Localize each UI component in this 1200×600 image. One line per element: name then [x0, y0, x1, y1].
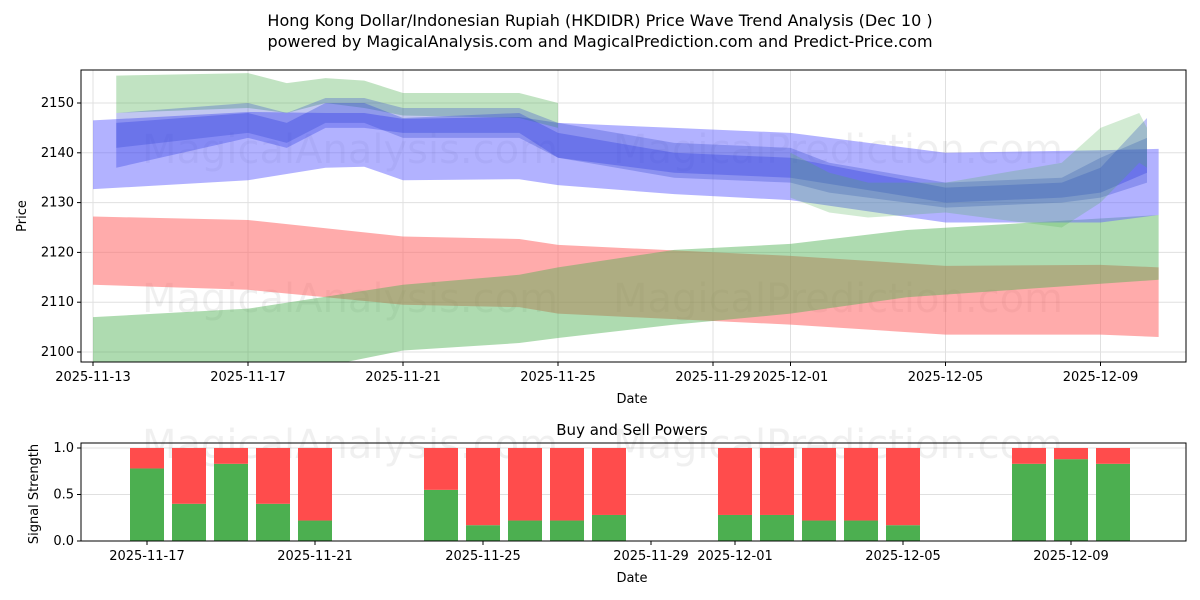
green-band	[93, 215, 1159, 362]
price-chart: 2100 2110 2120 2130 2140 2150 2025-11-13 2025-1…	[41, 69, 1187, 385]
buy-bar	[508, 520, 542, 541]
x-tick-label: 2025-12-01	[697, 549, 773, 564]
sell-bar	[1096, 448, 1130, 464]
buy-bar	[466, 525, 500, 541]
blue-wide-band	[93, 111, 1159, 223]
sell-bar	[1054, 448, 1088, 460]
buy-bar	[1096, 463, 1130, 541]
y-tick-label: 1.0	[53, 441, 74, 456]
watermark: MagicalPrediction.com	[613, 422, 1063, 468]
sell-bar	[466, 448, 500, 526]
top-x-axis-label: Date	[616, 392, 647, 407]
chart-title: Hong Kong Dollar/Indonesian Rupiah (HKDI…	[267, 11, 932, 30]
y-tick-label: 0.5	[53, 488, 74, 503]
buy-bar	[214, 463, 248, 541]
buy-bar	[760, 514, 794, 541]
bottom-chart-title: Buy and Sell Powers	[556, 421, 708, 439]
sell-bar	[256, 448, 290, 504]
sell-bar	[508, 448, 542, 521]
y-tick-label: 2130	[41, 196, 74, 211]
bottom-x-axis-label: Date	[616, 571, 647, 586]
red-band	[93, 216, 1159, 338]
x-tick-label: 2025-11-29	[613, 549, 689, 564]
sell-bar	[424, 448, 458, 490]
buy-bar	[1054, 459, 1088, 541]
sell-bar	[760, 448, 794, 515]
sell-bar	[550, 448, 584, 521]
sell-bar	[592, 448, 626, 515]
buy-bar	[1012, 463, 1046, 541]
x-tick-label: 2025-11-13	[55, 370, 131, 385]
sell-bar	[802, 448, 836, 521]
sell-bar	[886, 448, 920, 526]
buy-bar	[844, 520, 878, 541]
sell-bar	[298, 448, 332, 521]
top-plot-frame	[80, 69, 1187, 363]
x-tick-label: 2025-11-17	[210, 370, 286, 385]
x-tick-label: 2025-11-25	[520, 370, 596, 385]
x-tick-label: 2025-12-09	[1063, 370, 1139, 385]
x-tick-label: 2025-11-25	[445, 549, 521, 564]
buy-bar	[424, 489, 458, 541]
buy-bar	[550, 520, 584, 541]
blue-mid-band-2	[116, 103, 1147, 203]
top-y-axis-label: Price	[15, 200, 30, 232]
buy-bar	[592, 514, 626, 541]
x-tick-label: 2025-12-05	[908, 370, 984, 385]
bottom-y-axis-label: Signal Strength	[27, 444, 42, 544]
green-top-band	[116, 73, 558, 128]
buy-bar	[298, 520, 332, 541]
buy-bar	[172, 503, 206, 541]
x-tick-label: 2025-12-09	[1033, 549, 1109, 564]
signal-chart: 0.00.51.0 MagicalAnalysis.com MagicalPredi…	[53, 422, 1187, 564]
chart-subtitle: powered by MagicalAnalysis.com and Magic…	[267, 32, 932, 51]
x-tick-label: 2025-12-01	[753, 370, 829, 385]
buy-bar	[802, 520, 836, 541]
x-tick-label: 2025-11-21	[365, 370, 441, 385]
sell-bar	[172, 448, 206, 504]
blue-mid-band-1	[116, 98, 1147, 208]
y-tick-label: 2100	[41, 345, 74, 360]
sell-bar	[1012, 448, 1046, 464]
y-tick-label: 2110	[41, 295, 74, 310]
bands	[93, 73, 1159, 362]
x-tick-label: 2025-12-05	[865, 549, 941, 564]
y-tick-label: 2150	[41, 96, 74, 111]
buy-bar	[130, 468, 164, 541]
bottom-plot-frame	[80, 442, 1187, 542]
x-tick-label: 2025-11-29	[675, 370, 751, 385]
green-end-band	[790, 112, 1147, 228]
buy-bar	[886, 525, 920, 541]
sell-bar	[844, 448, 878, 521]
buy-bar	[256, 503, 290, 541]
sell-bar	[214, 448, 248, 464]
x-tick-label: 2025-11-21	[277, 549, 353, 564]
x-tick-label: 2025-11-17	[109, 549, 185, 564]
y-tick-label: 2140	[41, 146, 74, 161]
buy-bar	[718, 514, 752, 541]
y-tick-label: 2120	[41, 245, 74, 260]
sell-bar	[130, 448, 164, 469]
sell-bar	[718, 448, 752, 515]
y-tick-label: 0.0	[53, 534, 74, 549]
